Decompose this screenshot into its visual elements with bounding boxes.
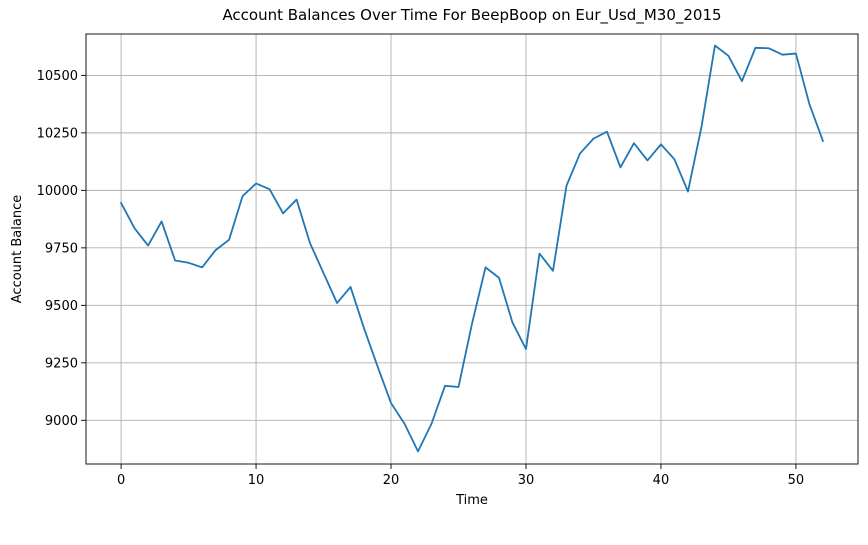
chart-title: Account Balances Over Time For BeepBoop … [222, 6, 721, 25]
x-axis-label: Time [455, 493, 488, 508]
y-tick-label: 9750 [45, 241, 78, 256]
series-layer [119, 44, 825, 453]
series-line [119, 44, 825, 453]
x-tick-label: 40 [653, 473, 670, 488]
x-tick-label: 30 [518, 473, 535, 488]
y-tick-label: 10500 [37, 69, 78, 84]
y-axis-label: Account Balance [10, 195, 25, 303]
x-tick-label: 0 [117, 473, 125, 488]
ticks: 0 10 20 30 40 50 9000 9250 9500 9750 10000 10250 105… [37, 69, 805, 488]
y-tick-label: 9250 [45, 356, 78, 371]
y-tick-label: 9500 [45, 299, 78, 314]
x-tick-label: 50 [788, 473, 805, 488]
x-tick-label: 10 [248, 473, 265, 488]
y-tick-label: 9000 [45, 414, 78, 429]
y-tick-label: 10000 [37, 184, 78, 199]
y-tick-label: 10250 [37, 126, 78, 141]
x-tick-label: 20 [383, 473, 400, 488]
plot-frame [85, 33, 859, 465]
grid [86, 34, 858, 464]
